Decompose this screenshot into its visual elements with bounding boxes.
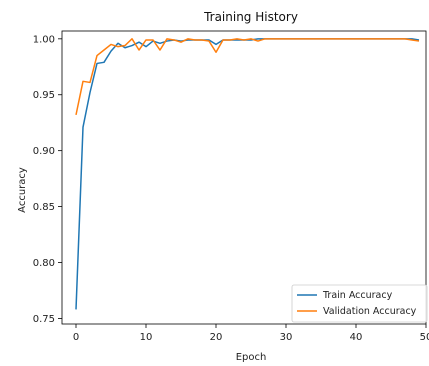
legend-box [291,284,428,323]
x-tick-label: 50 [420,332,429,343]
y-axis-label: Accuracy [17,167,28,213]
y-tick-label: 0.90 [33,146,55,157]
y-tick-label: 1.00 [33,34,55,45]
series-line-train-accuracy [75,38,420,310]
x-tick-label: 30 [280,332,293,343]
x-tick-label: 10 [140,332,153,343]
y-tick-label: 0.80 [33,258,55,269]
legend-label-train: Train Accuracy [322,290,393,301]
y-tick-label: 0.95 [33,90,55,101]
legend: Train Accuracy Validation Accuracy [291,284,428,323]
x-tick-label: 0 [73,332,79,343]
y-tick-label: 0.75 [33,314,55,325]
series-line-validation-accuracy [75,38,420,116]
plot-area: 0 10 20 30 40 50 0.75 0.80 0.85 0.90 0.95 1.00 [33,30,429,343]
x-tick-label: 40 [350,332,363,343]
x-axis-label: Epoch [236,352,267,363]
x-tick-label: 20 [210,332,223,343]
plot-frame [61,30,427,325]
legend-label-validation: Validation Accuracy [323,306,417,317]
y-tick-label: 0.85 [33,202,55,213]
chart-title: Training History [203,10,298,24]
